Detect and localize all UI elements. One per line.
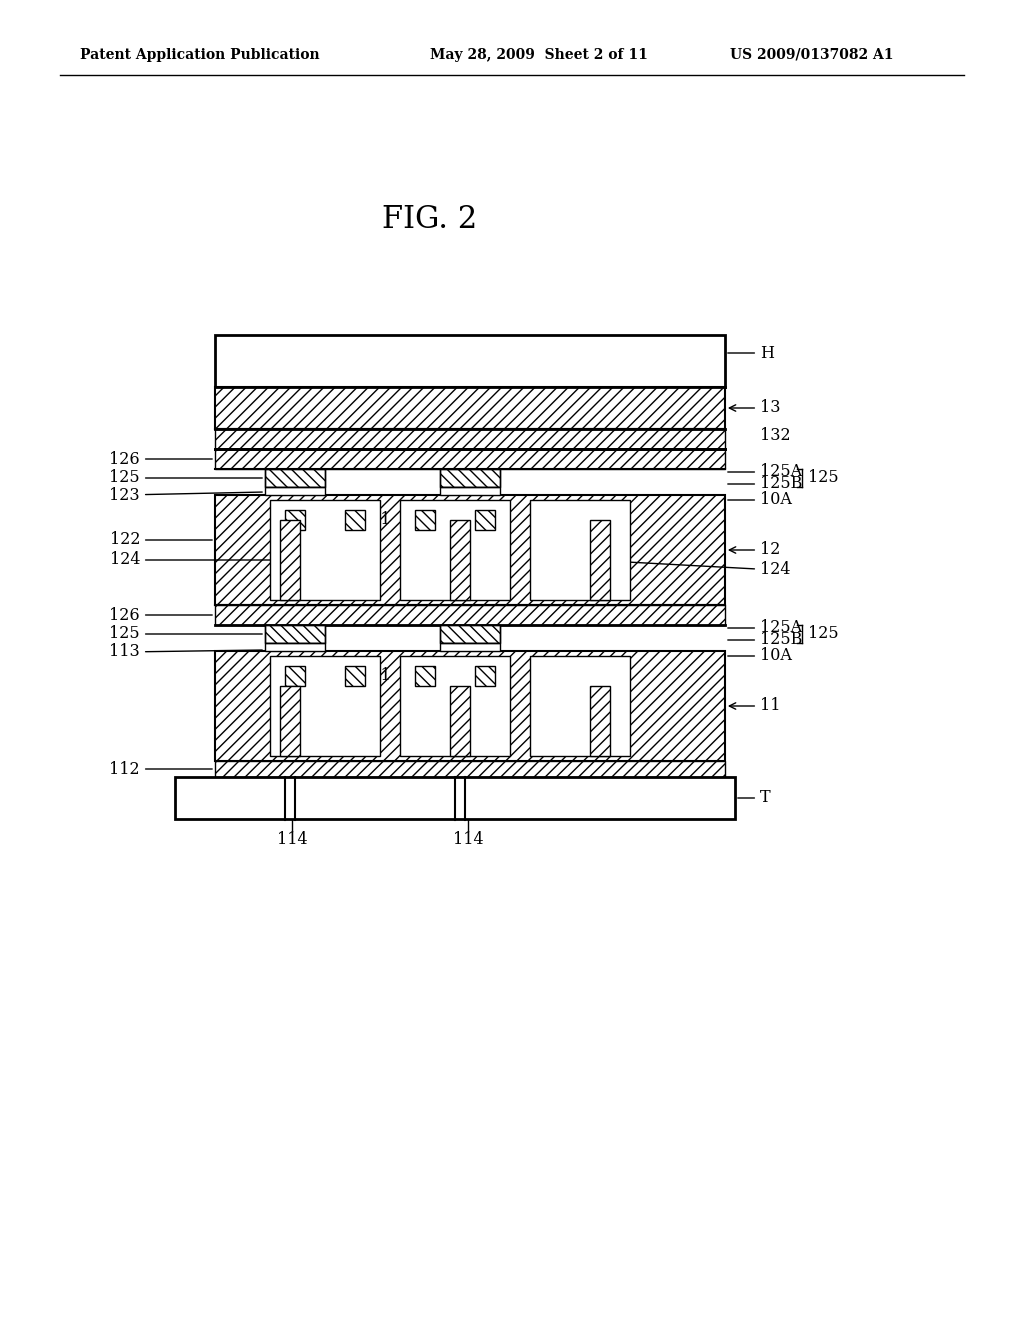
Text: 125A: 125A	[728, 619, 802, 636]
Bar	[415, 667, 435, 686]
Bar	[270, 500, 380, 601]
Bar	[215, 449, 725, 469]
Bar	[265, 469, 325, 487]
Text: 132: 132	[760, 426, 791, 444]
Bar	[280, 520, 300, 601]
Bar	[345, 667, 365, 686]
Bar	[270, 656, 380, 756]
Bar	[215, 762, 725, 777]
Bar	[475, 510, 495, 531]
Text: 125: 125	[793, 470, 839, 487]
Text: 126: 126	[110, 606, 212, 623]
Text: US 2009/0137082 A1: US 2009/0137082 A1	[730, 48, 894, 62]
Bar	[400, 500, 510, 601]
Text: May 28, 2009  Sheet 2 of 11: May 28, 2009 Sheet 2 of 11	[430, 48, 648, 62]
Bar	[440, 469, 500, 487]
Text: 111: 111	[359, 668, 390, 685]
Bar	[265, 624, 325, 643]
Bar	[345, 510, 365, 531]
Text: Patent Application Publication: Patent Application Publication	[80, 48, 319, 62]
Bar	[415, 510, 435, 531]
Text: 125: 125	[808, 626, 839, 643]
Text: H: H	[728, 345, 774, 362]
Text: 11: 11	[729, 697, 780, 714]
Bar	[215, 605, 725, 624]
Text: 126: 126	[110, 450, 212, 467]
Bar	[215, 335, 725, 387]
Bar	[265, 643, 325, 651]
Text: 12: 12	[729, 541, 780, 558]
Bar	[285, 667, 305, 686]
Bar	[590, 520, 610, 601]
Bar	[440, 624, 500, 643]
Bar	[285, 510, 305, 531]
Text: 123: 123	[110, 487, 262, 503]
Text: 114: 114	[276, 832, 307, 849]
Text: 122: 122	[110, 532, 212, 549]
Bar	[475, 667, 495, 686]
Text: 112: 112	[110, 760, 212, 777]
Bar	[215, 651, 725, 762]
Text: 13: 13	[729, 400, 780, 417]
Text: 10A: 10A	[728, 491, 792, 508]
Text: 125B: 125B	[728, 631, 803, 648]
Bar	[440, 469, 500, 487]
Bar	[590, 686, 610, 756]
Bar	[530, 656, 630, 756]
Bar	[265, 469, 325, 487]
Bar	[175, 777, 735, 818]
Text: FIG. 2: FIG. 2	[382, 205, 477, 235]
Text: 125: 125	[110, 470, 262, 487]
Bar	[280, 686, 300, 756]
Bar	[215, 429, 725, 449]
Text: 125A: 125A	[728, 463, 802, 480]
Bar	[265, 487, 325, 495]
Bar	[450, 520, 470, 601]
Text: T: T	[737, 789, 771, 807]
Bar	[440, 487, 500, 495]
Bar	[440, 643, 500, 651]
Text: 125: 125	[110, 626, 262, 643]
Text: 114: 114	[453, 832, 483, 849]
Text: 124: 124	[593, 560, 791, 578]
Bar	[530, 500, 630, 601]
Text: 125B: 125B	[728, 475, 803, 492]
Text: 113: 113	[110, 644, 262, 660]
Bar	[215, 495, 725, 605]
Bar	[265, 624, 325, 643]
Text: 121: 121	[359, 511, 390, 528]
Bar	[400, 656, 510, 756]
Bar	[215, 387, 725, 429]
Text: 10A: 10A	[728, 648, 792, 664]
Bar	[450, 686, 470, 756]
Bar	[440, 624, 500, 643]
Text: 124: 124	[110, 552, 278, 569]
